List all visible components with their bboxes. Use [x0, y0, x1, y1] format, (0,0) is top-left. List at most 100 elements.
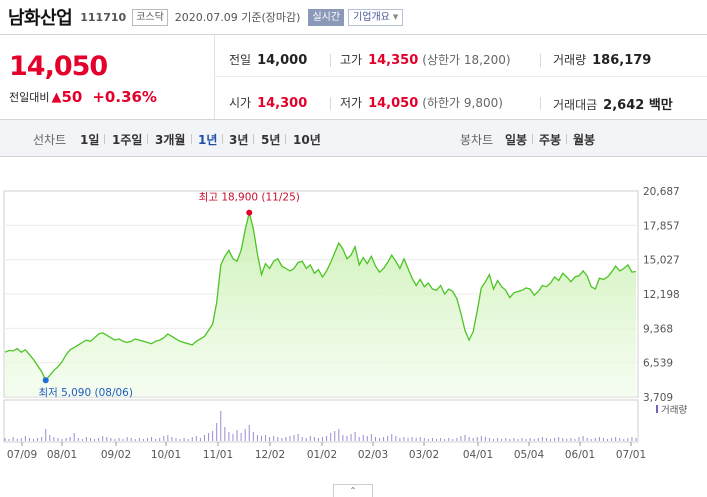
volume-bar [49, 435, 51, 441]
volume-bar [102, 436, 104, 441]
volume-bar [480, 436, 482, 441]
volume-bar [244, 429, 246, 441]
divider [540, 97, 541, 110]
volume-bar [517, 439, 519, 441]
open-price: 시가 14,300 [229, 94, 307, 111]
volume: 거래량 186,179 [553, 51, 651, 68]
x-tick-label: 01/02 [307, 449, 337, 461]
volume-bar [199, 438, 201, 441]
x-tick-label: 08/01 [47, 449, 77, 461]
volume-bar [362, 435, 364, 441]
company-info-label: 기업개요 [353, 11, 390, 23]
volume-bar [110, 438, 112, 441]
volume-bar [228, 432, 230, 441]
volume-bar [208, 433, 210, 441]
volume-bar [550, 439, 552, 441]
tab-monthly[interactable]: 월봉 [573, 133, 596, 147]
change-row: 전일대비 ▲ 50 +0.36% [9, 88, 157, 106]
chevron-up-icon: ⌃ [349, 486, 357, 495]
company-info-dropdown[interactable]: 기업개요 ▼ [348, 8, 404, 26]
volume-bar [533, 439, 535, 441]
volume-bar [525, 439, 527, 441]
volume-bar [366, 436, 368, 441]
quote-date: 2020.07.09 기준(장마감) [174, 11, 301, 24]
quote-panel: 14,050 전일대비 ▲ 50 +0.36% 전일 14,000 고가 14,… [0, 34, 707, 119]
price-area [5, 212, 636, 397]
price-box: 14,050 전일대비 ▲ 50 +0.36% [0, 35, 215, 119]
volume-bar [45, 429, 47, 441]
tab-1y[interactable]: 1년 [198, 133, 218, 147]
tab-daily[interactable]: 일봉 [505, 133, 528, 147]
volume-bar [342, 435, 344, 441]
collapse-handle[interactable]: ⌃ [333, 484, 373, 497]
tab-weekly[interactable]: 주봉 [539, 133, 562, 147]
volume-bar [509, 439, 511, 441]
volume-bar [114, 439, 116, 441]
volume-bar [334, 431, 336, 441]
divider [540, 54, 541, 67]
lower-limit: (하한가 9,800) [422, 96, 503, 110]
row-divider [215, 76, 707, 77]
tab-1w[interactable]: 1주일 [112, 133, 143, 147]
volume-bar [374, 437, 376, 441]
volume-bar [387, 436, 389, 441]
volume-bar [472, 438, 474, 441]
open-label: 시가 [229, 96, 252, 110]
volume-bar [171, 437, 173, 441]
prev-close-value: 14,000 [257, 53, 308, 68]
divider [191, 134, 192, 144]
volume-bar [598, 437, 600, 441]
volume-bar [403, 437, 405, 441]
volume-bar [562, 438, 564, 441]
tab-10y[interactable]: 10년 [293, 133, 321, 147]
volume-bar [305, 438, 307, 441]
volume-bar [195, 436, 197, 441]
volume-bar [570, 438, 572, 441]
volume-bar [602, 438, 604, 441]
y-tick-label: 20,687 [643, 186, 680, 198]
volume-bar [505, 438, 507, 441]
volume-bar [615, 437, 617, 441]
volume-bar [20, 438, 22, 441]
divider [330, 54, 331, 67]
volume-bar [155, 439, 157, 441]
tab-5y[interactable]: 5년 [261, 133, 281, 147]
x-tick-label: 11/01 [203, 449, 233, 461]
volume-bar [85, 437, 87, 441]
volume-bar [582, 436, 584, 441]
tab-3m[interactable]: 3개월 [155, 133, 186, 147]
volume-bar [126, 437, 128, 441]
volume-bar [326, 436, 328, 441]
volume-bar [12, 437, 14, 441]
volume-bar [537, 438, 539, 441]
volume-bar [32, 439, 34, 441]
volume-bar [106, 437, 108, 441]
divider [253, 134, 254, 144]
price-chart[interactable]: 20,687 17,857 15,027 12,198 9,368 6,539 3,709 … [0, 157, 707, 497]
stock-code: 111710 [80, 10, 127, 24]
volume-bar [415, 438, 417, 441]
volume-bar [338, 429, 340, 441]
volume-bar [293, 435, 295, 441]
volume-bar [134, 439, 136, 441]
volume-bar [501, 439, 503, 441]
divider [104, 134, 105, 144]
volume-bar [611, 438, 613, 441]
volume-bar [619, 438, 621, 441]
volume-bar [529, 438, 531, 441]
stock-header: 남화산업 111710 코스닥 2020.07.09 기준(장마감) 실시간 기… [0, 0, 707, 34]
volume-bar [41, 437, 43, 441]
y-tick-label: 12,198 [643, 289, 680, 301]
volume-bar [594, 438, 596, 441]
volume-bar [456, 438, 458, 441]
tab-1d[interactable]: 1일 [80, 133, 100, 147]
volume-bar [248, 425, 250, 441]
volume-bar [281, 438, 283, 441]
current-price: 14,050 [9, 51, 108, 82]
volume-bar [53, 437, 55, 441]
volume-bar [578, 437, 580, 441]
volume-bar [407, 438, 409, 441]
realtime-button[interactable]: 실시간 [308, 8, 345, 26]
tab-3y[interactable]: 3년 [229, 133, 249, 147]
volume-bar [191, 437, 193, 441]
